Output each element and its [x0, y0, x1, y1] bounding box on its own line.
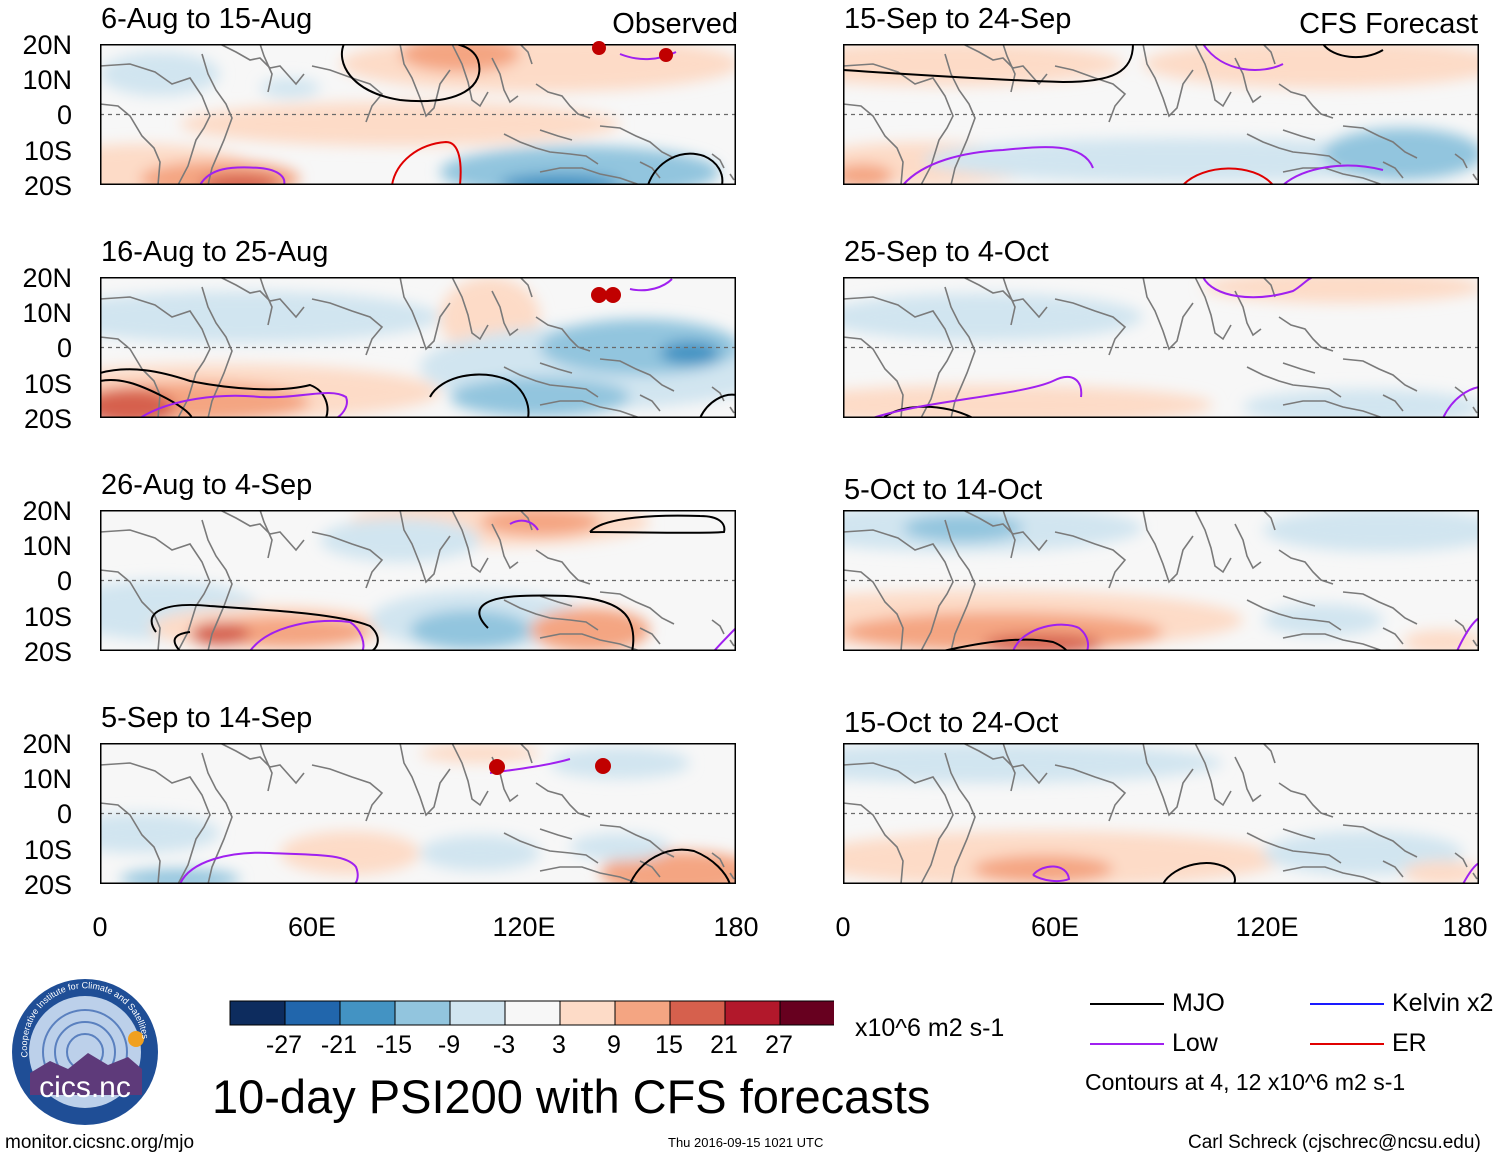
colorbar-tick: -21 — [320, 1031, 358, 1059]
lat-label: 20N — [22, 263, 72, 293]
colorbar-box — [614, 1000, 671, 1026]
legend-swatch-low — [1090, 1043, 1164, 1045]
legend-label-low: Low — [1172, 1029, 1218, 1057]
legend-label-er: ER — [1392, 1029, 1427, 1057]
lon-label: 60E — [287, 912, 337, 942]
map-panel-forecast-4 — [843, 743, 1479, 884]
lat-label: 20S — [23, 404, 72, 434]
main-title: 10-day PSI200 with CFS forecasts — [212, 1070, 931, 1123]
colorbar-tick: -9 — [437, 1031, 461, 1059]
panel-title-6: 25-Sep to 4-Oct — [844, 236, 1049, 268]
colorbar-box — [559, 1000, 616, 1026]
lat-label: 10S — [23, 136, 72, 166]
cyclone-marker-icon — [592, 41, 673, 62]
footer-timestamp: Thu 2016-09-15 1021 UTC — [668, 1135, 824, 1150]
cyclone-marker-icon — [591, 287, 621, 303]
colorbar-tick: 15 — [655, 1031, 683, 1059]
lon-label: 0 — [835, 912, 851, 942]
legend-swatch-kelvin — [1310, 1003, 1384, 1005]
forecast-label: CFS Forecast — [1299, 8, 1478, 40]
legend-label-kelvin: Kelvin x2 — [1392, 989, 1494, 1017]
colorbar-tick: -27 — [265, 1031, 303, 1059]
lon-label: 120E — [1235, 912, 1299, 942]
map-panel-observed-3 — [100, 510, 736, 651]
lat-label: 0 — [56, 100, 72, 130]
map-panel-observed-1 — [100, 44, 736, 185]
colorbar-box — [669, 1000, 726, 1026]
lat-label: 10S — [23, 602, 72, 632]
lat-label: 20N — [22, 30, 72, 60]
panel-title-1: 6-Aug to 15-Aug — [101, 3, 313, 35]
colorbar-box — [504, 1000, 561, 1026]
logo-text: cics.nc — [39, 1071, 131, 1104]
lat-label: 20S — [23, 637, 72, 667]
legend-swatch-er — [1310, 1043, 1384, 1045]
panel-title-4: 5-Sep to 14-Sep — [101, 702, 313, 734]
map-panel-observed-2 — [100, 277, 736, 418]
colorbar-tick: -15 — [375, 1031, 413, 1059]
lat-label: 20S — [23, 870, 72, 900]
lat-label: 20N — [22, 729, 72, 759]
lat-label: 10N — [22, 298, 72, 328]
cyclone-marker-icon — [489, 758, 611, 775]
colorbar — [229, 1000, 834, 1026]
colorbar-box — [339, 1000, 396, 1026]
panel-title-3: 26-Aug to 4-Sep — [101, 469, 313, 501]
lat-label: 10N — [22, 65, 72, 95]
lon-label: 120E — [492, 912, 556, 942]
colorbar-box — [724, 1000, 781, 1026]
colorbar-box — [394, 1000, 451, 1026]
lon-label: 180 — [1442, 912, 1488, 942]
panel-title-5: 15-Sep to 24-Sep — [844, 3, 1072, 35]
lat-label: 10S — [23, 835, 72, 865]
map-panel-forecast-2 — [843, 277, 1479, 418]
colorbar-tick: 21 — [710, 1031, 738, 1059]
lat-label: 0 — [56, 566, 72, 596]
colorbar-box — [284, 1000, 341, 1026]
map-panel-observed-4 — [100, 743, 736, 884]
map-panel-forecast-1 — [843, 44, 1479, 185]
lon-label: 180 — [713, 912, 759, 942]
lat-label: 0 — [56, 333, 72, 363]
lat-label: 0 — [56, 799, 72, 829]
colorbar-tick: 9 — [607, 1031, 621, 1059]
map-panel-forecast-3 — [843, 510, 1479, 651]
panel-title-2: 16-Aug to 25-Aug — [101, 236, 329, 268]
lat-label: 10S — [23, 369, 72, 399]
colorbar-tick: -3 — [492, 1031, 516, 1059]
lat-label: 10N — [22, 531, 72, 561]
footer-url: monitor.cicsnc.org/mjo — [5, 1132, 195, 1153]
lat-label: 20N — [22, 496, 72, 526]
lon-label: 0 — [92, 912, 108, 942]
panel-title-7: 5-Oct to 14-Oct — [844, 474, 1043, 506]
cics-logo: cics.nc Cooperative Institute for Climat… — [12, 979, 158, 1125]
observed-label: Observed — [612, 8, 738, 40]
contour-note: Contours at 4, 12 x10^6 m2 s-1 — [1085, 1069, 1406, 1095]
lon-label: 60E — [1030, 912, 1080, 942]
colorbar-tick: 3 — [552, 1031, 566, 1059]
legend-swatch-mjo — [1090, 1003, 1164, 1005]
panel-title-8: 15-Oct to 24-Oct — [844, 707, 1059, 739]
colorbar-box — [779, 1000, 834, 1026]
colorbar-tick: 27 — [765, 1031, 793, 1059]
colorbar-units: x10^6 m2 s-1 — [855, 1014, 1005, 1042]
colorbar-box — [229, 1000, 286, 1026]
colorbar-box — [449, 1000, 506, 1026]
footer-author: Carl Schreck (cjschrec@ncsu.edu) — [1188, 1132, 1481, 1153]
legend-label-mjo: MJO — [1172, 989, 1225, 1017]
lat-label: 10N — [22, 764, 72, 794]
lat-label: 20S — [23, 171, 72, 201]
